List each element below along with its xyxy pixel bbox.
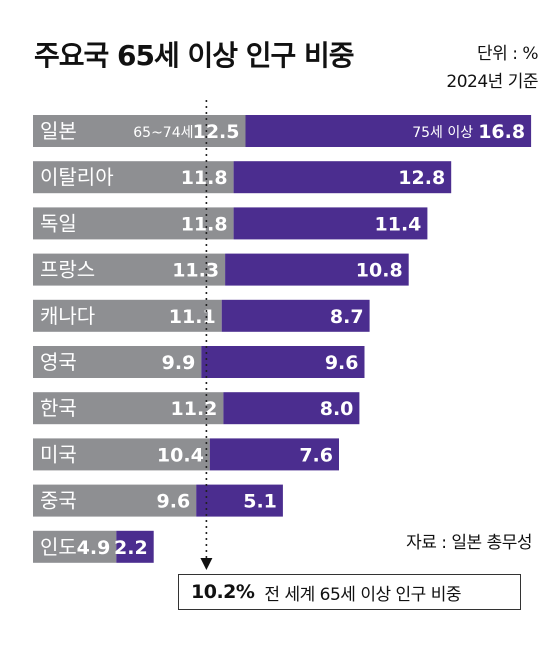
series-label-65-74: 65~74세 [133, 125, 193, 141]
chart-title: 주요국 65세 이상 인구 비중 [34, 39, 355, 72]
bar-65-74 [33, 484, 197, 517]
bar-75-plus [225, 253, 409, 286]
bar-75-plus [245, 115, 532, 147]
reference-arrow-icon [200, 558, 213, 570]
bar-row: 독일 11.8 11.4 [33, 207, 428, 240]
value-label-65-74: 4.9 [77, 537, 111, 559]
base-year-label: 2024년 기준 [446, 72, 538, 92]
world-average-callout: 10.2% 전 세계 65세 이상 인구 비중 [178, 574, 521, 610]
category-label: 독일 [40, 211, 77, 235]
value-label-75-plus: 7.6 [299, 444, 333, 466]
bar-75-plus [201, 346, 365, 378]
unit-label: 단위 : % [477, 44, 538, 64]
category-label: 일본 [40, 119, 77, 143]
bar-65-74 [33, 530, 117, 563]
value-label-75-plus: 16.8 [478, 121, 525, 143]
bar-row: 일본 12.5 16.8 65~74세 75세 이상 [33, 115, 532, 147]
bar-65-74 [33, 207, 234, 240]
value-label-75-plus: 11.4 [375, 213, 422, 235]
value-label-65-74: 10.4 [157, 444, 204, 466]
bar-75-plus [196, 484, 283, 517]
value-label-75-plus: 9.6 [325, 352, 359, 374]
bar-row: 프랑스 11.3 10.8 [33, 253, 409, 286]
value-label-65-74: 11.8 [181, 167, 228, 189]
value-label-75-plus: 8.7 [330, 306, 364, 328]
category-label: 미국 [40, 442, 77, 466]
value-label-65-74: 11.3 [172, 260, 219, 282]
category-label: 이탈리아 [40, 165, 114, 189]
bar-row: 영국 9.9 9.6 [33, 346, 365, 378]
value-label-65-74: 12.5 [193, 121, 240, 143]
bar-row: 캐나다 11.1 8.7 [33, 299, 370, 332]
bar-row: 한국 11.2 8.0 [33, 392, 360, 425]
category-label: 한국 [40, 396, 77, 420]
source-note: 자료 : 일본 총무성 [406, 533, 532, 553]
value-label-65-74: 11.2 [171, 398, 218, 420]
bar-65-74 [33, 161, 234, 194]
bar-65-74 [33, 299, 222, 332]
value-label-75-plus: 2.2 [114, 537, 148, 559]
value-label-75-plus: 5.1 [243, 491, 277, 513]
series-label-75-plus: 75세 이상 [412, 125, 473, 141]
value-label-65-74: 11.8 [181, 213, 228, 235]
category-label: 인도 [40, 535, 77, 559]
bar-row: 이탈리아 11.8 12.8 [33, 161, 452, 194]
bar-65-74 [33, 115, 246, 147]
bar-75-plus [116, 530, 154, 563]
bar-65-74 [33, 346, 202, 378]
category-label: 중국 [40, 489, 77, 513]
callout-text: 전 세계 65세 이상 인구 비중 [264, 584, 461, 605]
bar-65-74 [33, 438, 210, 471]
bar-75-plus [221, 299, 370, 332]
callout-value: 10.2% [191, 581, 255, 603]
unit-note: 단위 : % 2024년 기준 [446, 40, 538, 96]
value-label-65-74: 11.1 [169, 306, 216, 328]
category-label: 프랑스 [40, 258, 95, 282]
value-label-75-plus: 12.8 [398, 167, 445, 189]
value-label-65-74: 9.9 [162, 352, 196, 374]
bar-row: 인도 4.9 2.2 [33, 530, 154, 563]
bar-row: 중국 9.6 5.1 [33, 484, 283, 517]
category-label: 영국 [40, 350, 77, 374]
value-label-75-plus: 10.8 [356, 260, 403, 282]
value-label-75-plus: 8.0 [320, 398, 354, 420]
bar-65-74 [33, 392, 224, 425]
value-label-65-74: 9.6 [157, 491, 191, 513]
bar-75-plus [233, 207, 428, 240]
bar-75-plus [209, 438, 339, 471]
bar-75-plus [223, 392, 360, 425]
category-label: 캐나다 [40, 304, 95, 328]
bar-row: 미국 10.4 7.6 [33, 438, 339, 471]
bar-65-74 [33, 253, 226, 286]
bar-75-plus [233, 161, 452, 194]
